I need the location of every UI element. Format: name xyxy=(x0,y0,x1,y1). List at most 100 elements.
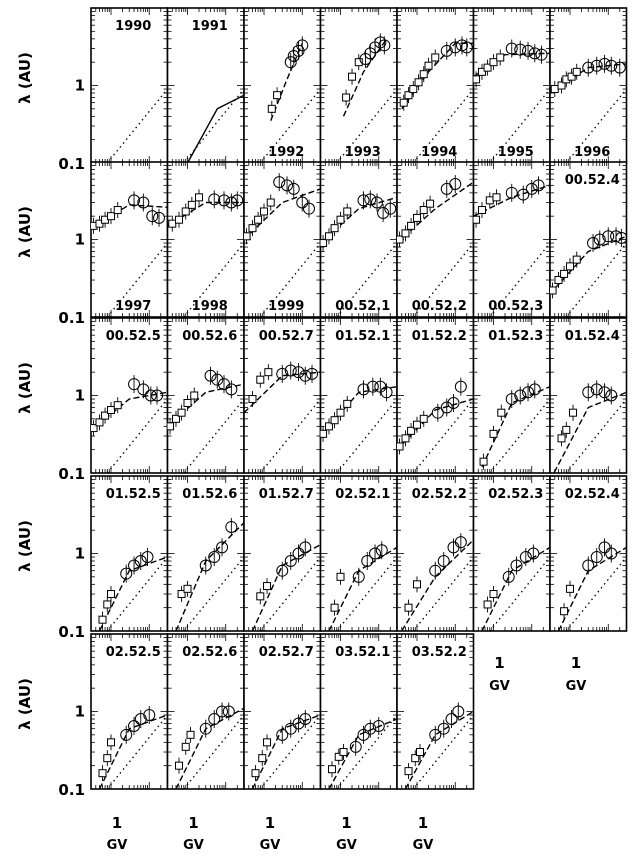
panel-label: 1990 xyxy=(115,19,151,34)
panel-ticks xyxy=(167,476,245,632)
markers xyxy=(320,190,397,252)
circle-point xyxy=(361,555,374,568)
circle-point xyxy=(527,547,540,560)
markers xyxy=(91,191,166,234)
square-point xyxy=(343,207,352,216)
circle-point xyxy=(153,211,166,224)
circle-point xyxy=(514,43,527,56)
markers xyxy=(98,548,154,628)
markers xyxy=(550,227,627,299)
markers xyxy=(557,380,618,447)
square-point xyxy=(566,584,575,593)
panel-label: 00.52.2 xyxy=(412,299,467,314)
markers xyxy=(328,716,385,778)
fit-curve xyxy=(98,556,168,632)
circle-point xyxy=(357,728,370,741)
dotted-reference-line xyxy=(489,556,551,632)
y-tick-label-1: 1 xyxy=(75,77,85,95)
fit-curve xyxy=(396,181,474,244)
panel-01.52.2: 01.52.2 xyxy=(396,317,475,474)
dotted-reference-line xyxy=(336,714,398,790)
square-point xyxy=(320,239,328,248)
panel-frame xyxy=(243,475,322,632)
square-point xyxy=(248,395,257,404)
dotted-reference-line xyxy=(106,714,169,790)
dotted-reference-line xyxy=(489,242,551,318)
circle-point xyxy=(532,179,545,192)
circle-point xyxy=(598,541,611,554)
square-point xyxy=(419,70,428,79)
circle-point xyxy=(449,178,462,191)
fit-curve xyxy=(251,544,321,632)
circle-point xyxy=(590,59,603,72)
x-axis-label: GV xyxy=(413,838,434,853)
x-axis-label: GV xyxy=(489,679,510,694)
circle-point xyxy=(590,383,603,396)
dotted-reference-line xyxy=(336,242,398,318)
y-tick-label-0.1: 0.1 xyxy=(58,623,85,641)
circle-point xyxy=(225,383,238,396)
circle-point xyxy=(590,551,603,564)
square-point xyxy=(175,761,184,770)
circle-point xyxy=(299,713,312,726)
square-point xyxy=(407,426,416,435)
square-point xyxy=(479,457,488,466)
square-point xyxy=(492,193,501,202)
square-point xyxy=(263,738,272,747)
dotted-reference-line xyxy=(259,242,322,318)
panel-label: 00.52.5 xyxy=(106,329,161,344)
square-point xyxy=(103,754,112,763)
panel-1991: 1991 xyxy=(166,7,245,164)
square-point xyxy=(254,215,263,224)
square-point xyxy=(171,414,180,423)
circle-point xyxy=(598,386,611,399)
square-point xyxy=(324,422,333,431)
x-tick-label: 1 xyxy=(341,814,351,832)
panel-00.52.1: 00.52.1 xyxy=(319,161,398,318)
square-point xyxy=(419,414,428,423)
circle-point xyxy=(276,564,289,577)
circle-point xyxy=(134,713,147,726)
dotted-reference-line xyxy=(106,398,169,474)
square-point xyxy=(248,224,257,233)
square-point xyxy=(477,206,486,215)
square-point xyxy=(190,391,199,400)
square-point xyxy=(183,399,192,408)
square-point xyxy=(195,193,204,202)
circle-point xyxy=(273,176,286,189)
square-point xyxy=(113,401,122,410)
square-point xyxy=(113,206,122,215)
panel-00.52.4: 00.52.4 xyxy=(549,161,628,318)
dotted-reference-line xyxy=(412,556,475,632)
square-point xyxy=(572,67,581,76)
circle-point xyxy=(528,383,541,396)
panel-ticks xyxy=(396,476,474,632)
x-axis-label: GV xyxy=(566,679,587,694)
circle-point xyxy=(128,378,141,391)
markers xyxy=(397,377,467,455)
markers xyxy=(550,54,626,98)
panel-1996: 1996 xyxy=(549,7,628,164)
panel-ticks xyxy=(549,476,627,632)
dotted-reference-line xyxy=(259,88,322,164)
dotted-reference-line xyxy=(412,398,475,474)
square-point xyxy=(330,416,339,425)
square-point xyxy=(177,408,186,417)
axis-labels-layer: 1 0.1 λ (AU) 1 0.1 λ (AU) 1 0.1 λ (AU) 1 0.1 λ (AU)… xyxy=(16,52,586,853)
circle-point xyxy=(284,364,297,377)
panel-frame xyxy=(319,633,398,790)
panel-01.52.6: 01.52.6 xyxy=(166,475,245,632)
circle-point xyxy=(137,196,150,209)
circle-point xyxy=(452,705,465,718)
dotted-reference-line xyxy=(565,556,628,632)
y-tick-label-1: 1 xyxy=(75,703,85,721)
circle-point xyxy=(528,47,541,60)
panel-1999: 1999 xyxy=(243,161,322,318)
panel-label: 1997 xyxy=(115,299,151,314)
panel-02.52.7: 02.52.7 xyxy=(243,633,322,790)
y-tick-label-0.1: 0.1 xyxy=(58,781,85,799)
panel-ticks xyxy=(320,634,398,790)
dotted-reference-line xyxy=(565,88,628,164)
square-point xyxy=(107,212,116,221)
circle-point xyxy=(128,719,141,732)
